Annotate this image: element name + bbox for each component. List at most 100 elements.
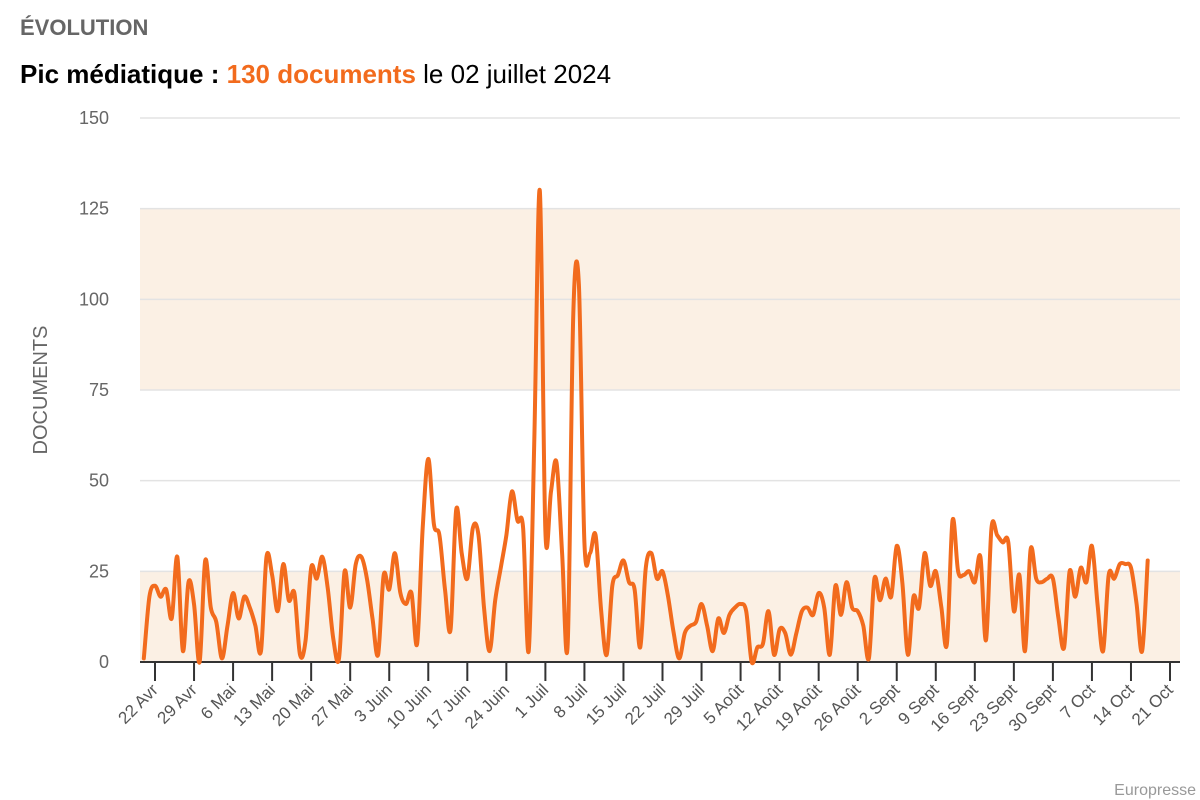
x-tick-label: 29 Avr [154,680,202,728]
data-point [543,529,548,534]
data-point [493,598,498,603]
data-point [470,525,475,530]
data-point [331,638,336,643]
data-point [337,656,342,661]
data-point [258,649,263,654]
plot-band-1 [140,299,1180,390]
data-point [638,645,643,650]
data-point [214,620,219,625]
data-point [827,652,832,657]
credits-label[interactable]: Europresse [1114,782,1196,799]
data-point [1028,547,1033,552]
data-point [654,576,659,581]
data-point [660,569,665,574]
data-point [1073,594,1078,599]
data-point [247,605,252,610]
data-point [403,601,408,606]
data-point [376,652,381,657]
data-point [515,518,520,523]
data-point [995,533,1000,538]
data-point [359,554,364,559]
data-point [420,525,425,530]
data-point [933,569,938,574]
y-tick-label: 125 [79,199,109,219]
data-point [677,656,682,661]
y-tick-label: 150 [79,108,109,128]
data-point [381,572,386,577]
data-point [219,656,224,661]
data-point [298,652,303,657]
plot-bands [140,208,1180,662]
data-point [1039,580,1044,585]
data-point [688,623,693,628]
data-point [1112,576,1117,581]
data-point [565,641,570,646]
data-point [1056,616,1061,621]
data-point [1095,601,1100,606]
data-point [236,616,241,621]
data-point [158,594,163,599]
data-point [922,551,927,556]
data-point [593,533,598,538]
y-axis-title: DOCUMENTS [30,326,52,455]
data-point [610,583,615,588]
y-tick-label: 75 [89,380,109,400]
data-point [1011,609,1016,614]
data-point [147,594,152,599]
data-point [799,609,804,614]
data-point [1123,562,1128,567]
data-point [309,565,314,570]
x-tick-label: 20 Mai [268,680,318,730]
data-point [1062,645,1067,650]
data-point [554,460,559,465]
data-point [1134,601,1139,606]
data-point [783,630,788,635]
data-point [576,282,581,287]
data-point [811,612,816,617]
series-line-group [141,188,1150,666]
x-tick-label: 13 Mai [229,680,279,730]
data-point [911,594,916,599]
data-point [342,569,347,574]
data-point [548,489,553,494]
data-point [498,565,503,570]
y-tick-label: 100 [79,289,109,309]
data-point [314,576,319,581]
x-tick-label: 1 Juil [511,680,552,721]
data-point [175,554,180,559]
x-tick-label: 27 Mai [308,680,358,730]
data-point [231,591,236,596]
data-point [292,591,297,596]
data-point [197,660,202,665]
data-point [415,641,420,646]
series-line-0 [141,188,1150,666]
data-point [961,572,966,577]
data-point [454,507,459,512]
data-point [755,645,760,650]
data-point [621,558,626,563]
data-point [526,649,531,654]
plot-band-2 [140,208,1180,300]
data-point [850,605,855,610]
data-point [816,591,821,596]
data-point [364,576,369,581]
data-point [1128,565,1133,570]
data-point [270,572,275,577]
y-axis-ticks: 0 25 50 75 100 125 150 [79,108,109,672]
data-point [281,562,286,567]
data-point [643,565,648,570]
data-point [186,580,191,585]
data-point [1006,540,1011,545]
data-point [203,558,208,563]
data-point [894,543,899,548]
x-tick-label: 24 Juin [461,680,513,732]
data-point [242,594,247,599]
data-point [760,641,765,646]
data-point [1017,572,1022,577]
data-point [599,609,604,614]
data-point [537,188,542,193]
data-point [928,583,933,588]
data-point [398,591,403,596]
data-point [487,649,492,654]
